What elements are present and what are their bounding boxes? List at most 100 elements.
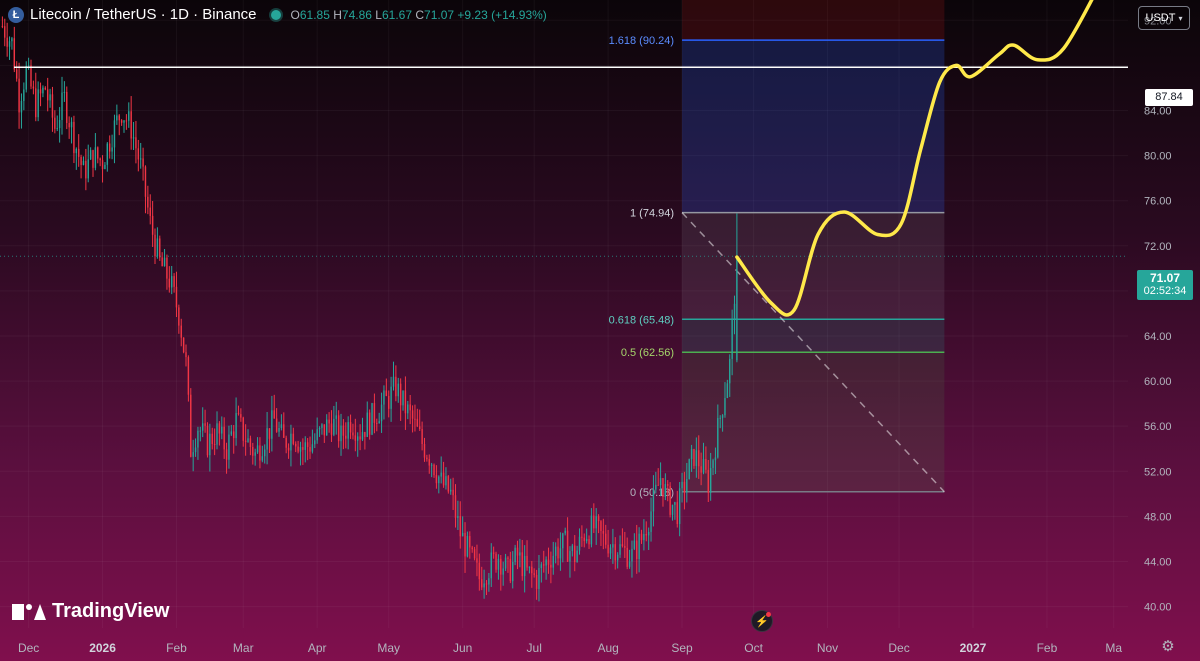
- candle: [547, 547, 550, 574]
- candle: [557, 538, 559, 566]
- candle-body: [163, 257, 166, 267]
- candle: [335, 401, 337, 435]
- candle: [686, 462, 688, 503]
- candle: [616, 552, 619, 569]
- candle-body: [652, 489, 655, 512]
- candle: [116, 104, 118, 125]
- candle-body: [662, 478, 664, 497]
- candle: [328, 412, 330, 433]
- candle-body: [616, 554, 619, 561]
- candle-body: [659, 478, 662, 486]
- candle: [340, 413, 342, 456]
- x-tick-label: Feb: [1037, 641, 1058, 655]
- candle: [655, 471, 657, 494]
- horizontal-line-drawing[interactable]: [0, 66, 1128, 257]
- candle: [621, 528, 624, 548]
- candle-body: [435, 475, 438, 484]
- candle: [569, 546, 571, 578]
- candle: [170, 265, 173, 295]
- candle-body: [478, 562, 481, 580]
- candle: [423, 437, 426, 462]
- candle: [652, 475, 655, 527]
- candle-body: [39, 89, 42, 94]
- candle: [705, 446, 707, 474]
- candle-body: [130, 111, 132, 139]
- candle-body: [197, 430, 199, 448]
- candle: [435, 465, 438, 489]
- gear-icon[interactable]: ⚙: [1161, 638, 1175, 655]
- candle: [275, 408, 278, 433]
- candle: [421, 421, 423, 451]
- candle: [104, 162, 106, 170]
- candle-body: [318, 427, 321, 430]
- candle-body: [717, 418, 719, 458]
- candle-body: [466, 536, 469, 557]
- candle-body: [438, 476, 440, 484]
- candle: [543, 550, 545, 573]
- fibonacci-extension[interactable]: 1.618 (90.24) 1 (74.94) 0.618 (65.48) 0.5 (…: [609, 0, 945, 499]
- candle: [695, 437, 698, 478]
- candle: [399, 378, 402, 421]
- candle-body: [92, 150, 94, 168]
- candle-body: [223, 426, 225, 450]
- candle: [218, 421, 221, 446]
- candle-body: [194, 447, 197, 453]
- candle-body: [397, 383, 399, 397]
- candle: [287, 443, 290, 459]
- candle: [371, 402, 373, 436]
- candle: [225, 442, 228, 474]
- candle: [590, 508, 593, 548]
- candle-body: [330, 423, 333, 435]
- candle: [11, 36, 13, 50]
- symbol-title[interactable]: Litecoin / TetherUS · 1D · Binance: [30, 6, 257, 23]
- candle-body: [485, 583, 488, 585]
- currency-selector-button[interactable]: USDT ▾: [1138, 6, 1190, 30]
- candle-body: [690, 449, 693, 460]
- candle: [667, 480, 669, 502]
- candle: [132, 121, 135, 151]
- candle-body: [159, 238, 161, 258]
- candle-body: [58, 120, 61, 129]
- candle-body: [328, 419, 330, 424]
- candle-body: [500, 558, 502, 575]
- candle: [20, 93, 23, 129]
- candle-body: [678, 488, 681, 525]
- litecoin-icon[interactable]: Ł: [8, 6, 24, 23]
- candle: [175, 271, 178, 318]
- candle-body: [287, 447, 290, 451]
- candle-body: [180, 325, 182, 338]
- candle: [638, 527, 640, 573]
- candle: [447, 475, 450, 494]
- lightning-icon[interactable]: ⚡: [751, 610, 773, 632]
- candle: [559, 532, 562, 571]
- fib-zone-1: [682, 212, 945, 320]
- candle: [306, 438, 309, 461]
- tradingview-logo[interactable]: TradingView: [12, 600, 169, 623]
- candle: [111, 134, 113, 160]
- grid: [0, 0, 1128, 628]
- candle-body: [733, 303, 736, 320]
- candle: [4, 18, 6, 47]
- candle-body: [256, 445, 259, 453]
- candle-body: [302, 447, 304, 450]
- candle-body: [87, 159, 89, 179]
- candle-body: [514, 547, 516, 562]
- candle-body: [63, 91, 66, 93]
- candle: [209, 423, 211, 472]
- candle-body: [232, 431, 235, 439]
- candle: [404, 376, 407, 430]
- ohlc-values: O61.85 H74.86 L61.67 C71.07 +9.23 (+14.9…: [290, 7, 547, 22]
- candle: [597, 514, 600, 534]
- projection-path-drawing[interactable]: [735, 0, 1102, 317]
- candle-body: [619, 544, 621, 555]
- last-price-tag: 71.07 02:52:34: [1137, 270, 1193, 300]
- candle: [488, 573, 490, 592]
- candle: [593, 503, 595, 533]
- candle-body: [721, 415, 724, 418]
- candle-body: [128, 111, 130, 121]
- candle: [197, 426, 199, 460]
- candle-body: [306, 442, 309, 447]
- candle-body: [294, 443, 297, 447]
